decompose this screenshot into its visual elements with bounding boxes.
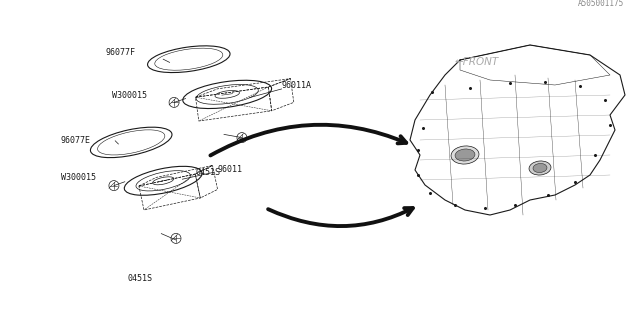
Text: A505001175: A505001175 <box>578 0 624 8</box>
Circle shape <box>237 132 247 143</box>
Ellipse shape <box>451 146 479 164</box>
Text: 0451S: 0451S <box>195 168 220 177</box>
Text: W300015: W300015 <box>112 92 147 100</box>
Text: 96011: 96011 <box>218 165 243 174</box>
Circle shape <box>109 180 119 191</box>
Text: 96011A: 96011A <box>282 81 312 90</box>
Text: 0451S: 0451S <box>128 274 153 283</box>
Circle shape <box>169 97 179 108</box>
Ellipse shape <box>455 149 475 161</box>
Ellipse shape <box>529 161 551 175</box>
Circle shape <box>171 233 181 244</box>
Text: W300015: W300015 <box>61 173 96 182</box>
Ellipse shape <box>533 164 547 172</box>
Text: ←FRONT: ←FRONT <box>454 57 499 68</box>
Text: 96077F: 96077F <box>106 48 136 57</box>
Text: 96077E: 96077E <box>61 136 91 145</box>
